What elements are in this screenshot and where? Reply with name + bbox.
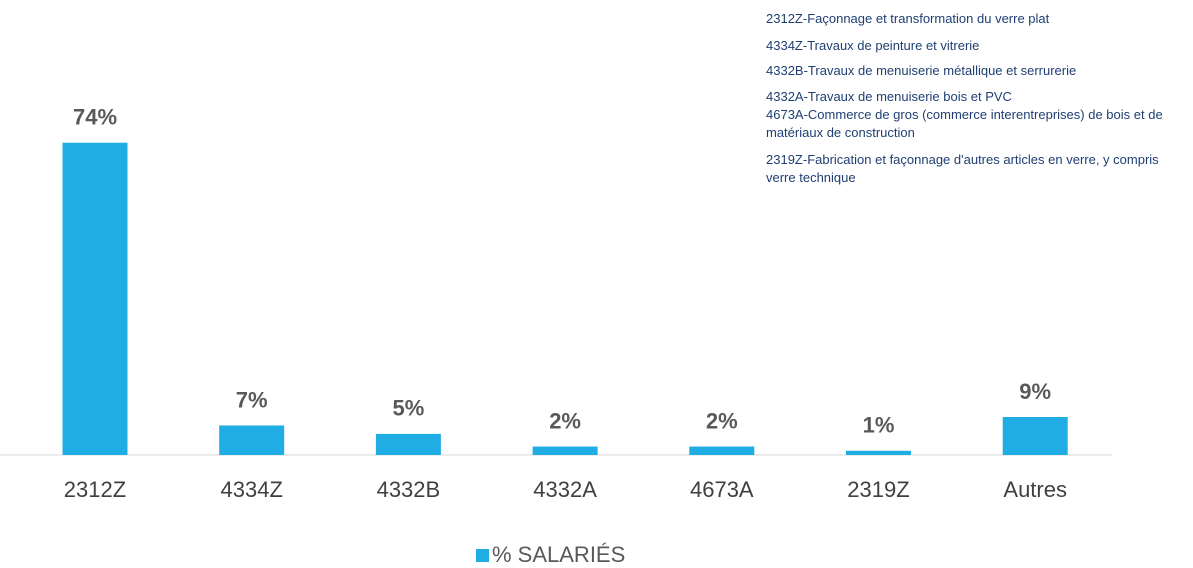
annotation: 4332B-Travaux de menuiserie métallique e… — [766, 63, 1077, 78]
x-tick-label: Autres — [1003, 477, 1067, 502]
bar — [375, 433, 441, 455]
annotation: 4332A-Travaux de menuiserie bois et PVC — [766, 89, 1012, 104]
bar — [532, 446, 598, 455]
value-label: 7% — [236, 387, 268, 412]
x-tick-label: 4673A — [690, 477, 754, 502]
annotation: 2319Z-Fabrication et façonnage d'autres … — [766, 152, 1159, 185]
bar — [689, 446, 755, 455]
legend-swatch — [476, 549, 489, 562]
x-tick-label: 2319Z — [847, 477, 909, 502]
x-tick-label: 2312Z — [64, 477, 126, 502]
legend-label: % SALARIÉS — [492, 542, 625, 567]
bar — [846, 450, 911, 455]
annotation: 4673A-Commerce de gros (commerce interen… — [766, 107, 1163, 140]
x-tick-label: 4334Z — [221, 477, 283, 502]
bar — [1002, 417, 1068, 455]
annotation: 4334Z-Travaux de peinture et vitrerie — [766, 38, 980, 53]
bar — [219, 425, 285, 455]
value-label: 2% — [549, 408, 581, 433]
x-tick-label: 4332A — [533, 477, 597, 502]
annotation: 2312Z-Façonnage et transformation du ver… — [766, 11, 1050, 26]
value-label: 74% — [73, 105, 117, 130]
value-label: 9% — [1019, 379, 1051, 404]
bar — [62, 142, 128, 455]
value-label: 1% — [863, 413, 895, 438]
x-tick-label: 4332B — [377, 477, 441, 502]
value-label: 2% — [706, 408, 738, 433]
value-label: 5% — [393, 396, 425, 421]
